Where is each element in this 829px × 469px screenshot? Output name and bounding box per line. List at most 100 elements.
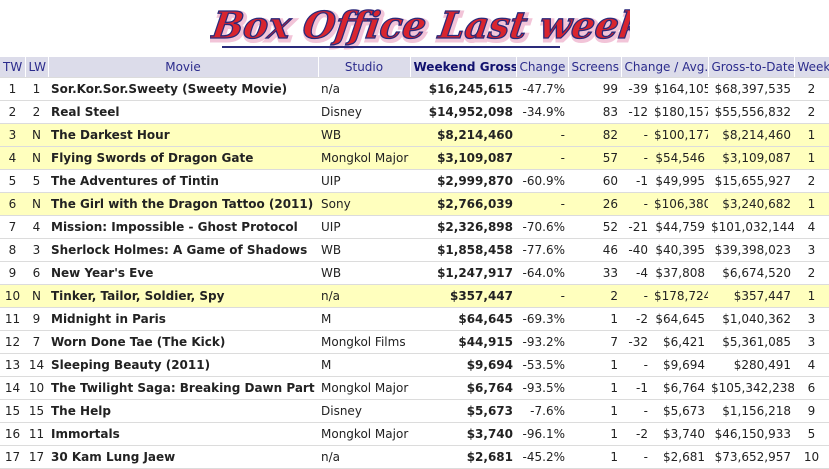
cell-average: $40,395 <box>651 238 708 262</box>
cell-average: $178,724 <box>651 284 708 308</box>
cell-average: $180,157 <box>651 100 708 124</box>
cell-week: 10 <box>794 445 829 469</box>
cell-change: -93.2% <box>516 330 568 354</box>
cell-tw: 4 <box>0 146 25 170</box>
cell-change: -69.3% <box>516 307 568 331</box>
cell-studio: WB <box>318 238 410 262</box>
cell-screens: 1 <box>568 353 621 377</box>
cell-change: -7.6% <box>516 399 568 423</box>
cell-screen-change: -12 <box>621 100 651 124</box>
cell-average: $49,995 <box>651 169 708 193</box>
cell-weekend-gross: $5,673 <box>410 399 516 423</box>
cell-movie: The Darkest Hour <box>48 123 318 147</box>
cell-average: $64,645 <box>651 307 708 331</box>
cell-studio: UIP <box>318 169 410 193</box>
cell-studio: WB <box>318 261 410 285</box>
header-week: Week <box>794 57 829 78</box>
cell-screen-change: -1 <box>621 169 651 193</box>
cell-change: -70.6% <box>516 215 568 239</box>
cell-weekend-gross: $2,681 <box>410 445 516 469</box>
cell-screen-change: - <box>621 353 651 377</box>
cell-gross-to-date: $5,361,085 <box>708 330 794 354</box>
cell-gross-to-date: $1,040,362 <box>708 307 794 331</box>
cell-gross-to-date: $73,652,957 <box>708 445 794 469</box>
cell-tw: 12 <box>0 330 25 354</box>
header-tw: TW <box>0 57 26 78</box>
cell-tw: 15 <box>0 399 25 423</box>
cell-screens: 1 <box>568 399 621 423</box>
cell-gross-to-date: $101,032,144 <box>708 215 794 239</box>
cell-average: $54,546 <box>651 146 708 170</box>
cell-studio: n/a <box>318 445 410 469</box>
cell-tw: 17 <box>0 445 25 469</box>
cell-week: 5 <box>794 422 829 446</box>
cell-weekend-gross: $3,109,087 <box>410 146 516 170</box>
cell-weekend-gross: $64,645 <box>410 307 516 331</box>
cell-average: $100,177 <box>651 123 708 147</box>
cell-gross-to-date: $3,240,682 <box>708 192 794 216</box>
cell-weekend-gross: $14,952,098 <box>410 100 516 124</box>
cell-change: -96.1% <box>516 422 568 446</box>
cell-screens: 52 <box>568 215 621 239</box>
cell-tw: 9 <box>0 261 25 285</box>
cell-average: $6,421 <box>651 330 708 354</box>
cell-week: 2 <box>794 261 829 285</box>
cell-gross-to-date: $68,397,535 <box>708 77 794 101</box>
cell-weekend-gross: $6,764 <box>410 376 516 400</box>
table-row: 16 11 Immortals Mongkol Major $3,740 -96.1% 1-… <box>0 422 829 446</box>
cell-lw: 9 <box>25 307 48 331</box>
title-text: Box Office Last week <box>210 3 630 47</box>
cell-week: 2 <box>794 77 829 101</box>
cell-weekend-gross: $2,999,870 <box>410 169 516 193</box>
box-office-table: TW LW Movie Studio Weekend Gross Change … <box>0 57 829 469</box>
cell-gross-to-date: $6,674,520 <box>708 261 794 285</box>
cell-average: $44,759 <box>651 215 708 239</box>
cell-studio: WB <box>318 123 410 147</box>
svg-text:Box Office Last week: Box Office Last week <box>210 5 630 49</box>
cell-change: - <box>516 284 568 308</box>
cell-movie: Sleeping Beauty (2011) <box>48 353 318 377</box>
cell-change: -53.5% <box>516 353 568 377</box>
table-row: 5 5 The Adventures of Tintin UIP $2,999,870-… <box>0 169 829 193</box>
cell-change: -34.9% <box>516 100 568 124</box>
cell-screens: 82 <box>568 123 621 147</box>
cell-average: $164,105 <box>651 77 708 101</box>
cell-gross-to-date: $1,156,218 <box>708 399 794 423</box>
cell-weekend-gross: $8,214,460 <box>410 123 516 147</box>
cell-gross-to-date: $55,556,832 <box>708 100 794 124</box>
cell-change: -60.9% <box>516 169 568 193</box>
header-studio: Studio <box>318 57 411 78</box>
cell-movie: The Adventures of Tintin <box>48 169 318 193</box>
cell-week: 6 <box>794 376 829 400</box>
cell-screens: 7 <box>568 330 621 354</box>
cell-movie: 30 Kam Lung Jaew <box>48 445 318 469</box>
cell-average: $37,808 <box>651 261 708 285</box>
cell-tw: 2 <box>0 100 25 124</box>
cell-week: 4 <box>794 353 829 377</box>
table-row: 10 N Tinker, Tailor, Soldier, Spy n/a $357,4… <box>0 284 829 308</box>
cell-studio: n/a <box>318 284 410 308</box>
cell-gross-to-date: $105,342,238 <box>708 376 794 400</box>
cell-studio: Mongkol Major <box>318 376 410 400</box>
cell-change: - <box>516 123 568 147</box>
cell-screens: 1 <box>568 376 621 400</box>
cell-screens: 60 <box>568 169 621 193</box>
cell-change: -64.0% <box>516 261 568 285</box>
cell-movie: The Girl with the Dragon Tattoo (2011) <box>48 192 318 216</box>
cell-change: - <box>516 146 568 170</box>
cell-lw: 5 <box>25 169 48 193</box>
cell-screen-change: -21 <box>621 215 651 239</box>
table-row: 15 15 The Help Disney $5,673 -7.6% 1- $5,673 $1,… <box>0 399 829 423</box>
header-gross-to-date: Gross-to-Date <box>708 57 795 78</box>
cell-screens: 26 <box>568 192 621 216</box>
cell-lw: 11 <box>25 422 48 446</box>
cell-lw: 10 <box>25 376 48 400</box>
table-row: 2 2 Real Steel Disney $14,952,098 -34.9% 83 -12… <box>0 100 829 124</box>
cell-studio: M <box>318 353 410 377</box>
cell-weekend-gross: $2,766,039 <box>410 192 516 216</box>
cell-week: 1 <box>794 284 829 308</box>
cell-gross-to-date: $39,398,023 <box>708 238 794 262</box>
cell-average: $106,380 <box>651 192 708 216</box>
cell-average: $3,740 <box>651 422 708 446</box>
cell-tw: 14 <box>0 376 25 400</box>
